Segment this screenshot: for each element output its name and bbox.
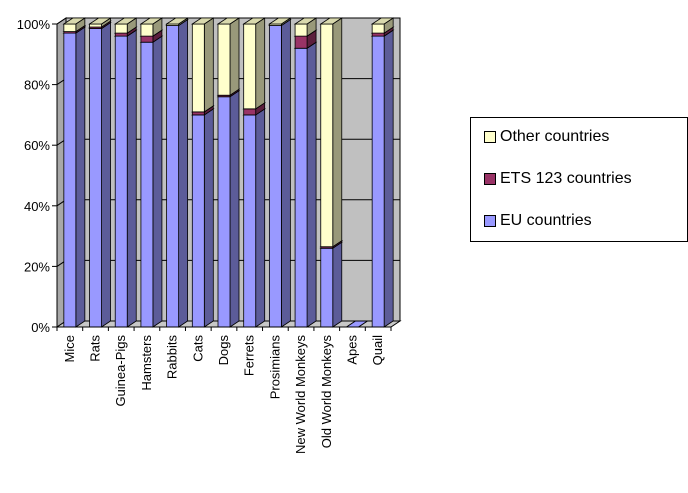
x-tick-label: Dogs [216, 335, 231, 366]
bars [62, 17, 395, 328]
bar-segment [268, 17, 292, 27]
legend-label: Other countries [500, 128, 610, 145]
legend-item: ETS 123 countries [484, 169, 632, 189]
x-tick-label: Ferrets [242, 335, 257, 377]
y-tick-label: 40% [24, 199, 50, 214]
bar-segment [242, 17, 267, 110]
legend-label: ETS 123 countries [500, 170, 632, 187]
y-tick-label: 0% [31, 320, 50, 335]
y-axis: 0% 20% 40% 60% 80% 100% [17, 17, 391, 335]
legend-swatch [484, 131, 496, 143]
x-tick-label: Rabbits [165, 335, 180, 380]
legend-item: Other countries [484, 127, 609, 147]
x-tick-label: Old World Monkeys [319, 335, 334, 449]
x-tick-label: Rats [88, 335, 103, 362]
legend-swatch [484, 173, 496, 185]
bar-segment [62, 26, 87, 328]
bar-segment [88, 17, 112, 28]
bar-segment [216, 89, 241, 328]
x-tick-label: Cats [190, 335, 205, 362]
bar-segment [293, 17, 318, 37]
x-tick-label: Quail [370, 335, 385, 365]
bar-segment [268, 18, 292, 328]
bar-segment [319, 17, 344, 248]
bar-segment [88, 21, 112, 328]
bar-segment [113, 29, 138, 328]
bar-segment [216, 17, 241, 96]
bar-segment [165, 18, 189, 328]
bar-segment [139, 17, 164, 37]
legend-item: EU countries [484, 211, 592, 231]
x-tick-label: Guinea-Pigs [113, 335, 128, 407]
bar-segment [165, 17, 189, 27]
x-tick-label: Hamsters [139, 335, 154, 391]
legend: Other countries ETS 123 countries EU count… [470, 117, 688, 242]
x-tick-label: Apes [344, 335, 359, 365]
bar-segment [62, 17, 87, 33]
y-tick-label: 20% [24, 259, 50, 274]
bar-segment [319, 241, 344, 328]
bar-segment [293, 41, 318, 328]
bar-segment [190, 108, 215, 328]
bar-segment [113, 17, 138, 34]
x-tick-label: Prosimians [267, 335, 282, 400]
bar-segment [370, 17, 395, 34]
bar-segment [370, 29, 395, 328]
x-axis: Mice Rats Guinea-Pigs Hamsters Rabbits Cats Do… [56, 327, 392, 454]
bar-segment [190, 17, 215, 113]
y-tick-label: 100% [17, 17, 51, 32]
bar-segment [139, 35, 164, 328]
legend-label: EU countries [500, 212, 592, 229]
y-tick-label: 60% [24, 138, 50, 153]
x-tick-label: Mice [62, 335, 77, 362]
legend-swatch [484, 215, 496, 227]
bar-segment [242, 108, 267, 328]
y-tick-label: 80% [24, 78, 50, 93]
x-tick-label: New World Monkeys [293, 335, 308, 454]
